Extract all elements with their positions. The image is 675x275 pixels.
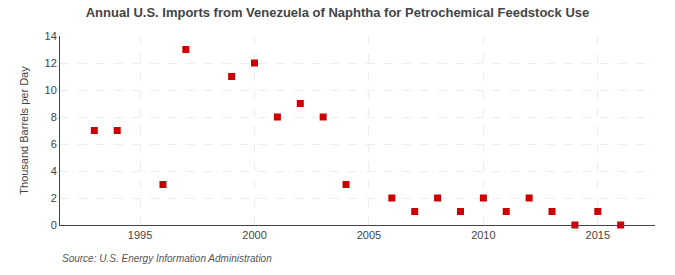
svg-text:12: 12: [45, 57, 57, 69]
svg-text:4: 4: [51, 165, 57, 177]
svg-text:14: 14: [45, 30, 57, 42]
svg-text:2005: 2005: [357, 229, 381, 241]
svg-text:Source: U.S. Energy Informatio: Source: U.S. Energy Information Administ…: [62, 253, 272, 264]
svg-text:2: 2: [51, 192, 57, 204]
svg-text:Thousand Barrels per Day: Thousand Barrels per Day: [18, 66, 30, 195]
svg-text:6: 6: [51, 138, 57, 150]
svg-text:2000: 2000: [242, 229, 266, 241]
svg-text:2015: 2015: [586, 229, 610, 241]
svg-text:8: 8: [51, 111, 57, 123]
svg-text:0: 0: [51, 219, 57, 231]
svg-text:10: 10: [45, 84, 57, 96]
svg-text:1995: 1995: [128, 229, 152, 241]
svg-text:2010: 2010: [471, 229, 495, 241]
svg-text:Annual U.S. Imports from Venez: Annual U.S. Imports from Venezuela of Na…: [86, 5, 590, 20]
